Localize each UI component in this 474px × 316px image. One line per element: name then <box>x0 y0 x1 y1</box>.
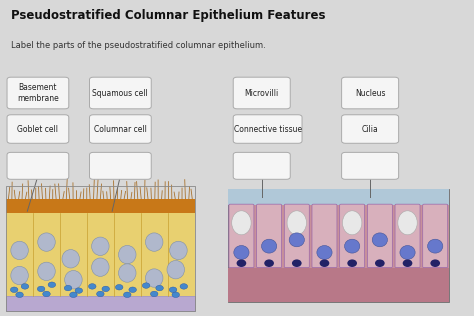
Ellipse shape <box>129 287 137 293</box>
FancyBboxPatch shape <box>284 204 309 268</box>
Ellipse shape <box>38 233 55 251</box>
FancyBboxPatch shape <box>395 204 420 268</box>
Ellipse shape <box>347 259 357 267</box>
Ellipse shape <box>398 211 417 235</box>
Ellipse shape <box>38 262 55 281</box>
Ellipse shape <box>345 239 360 253</box>
Text: Nucleus: Nucleus <box>355 88 385 98</box>
FancyBboxPatch shape <box>340 204 365 268</box>
FancyBboxPatch shape <box>6 213 195 296</box>
Ellipse shape <box>70 292 77 298</box>
Ellipse shape <box>172 292 180 298</box>
FancyBboxPatch shape <box>233 152 290 179</box>
FancyBboxPatch shape <box>367 204 392 268</box>
Ellipse shape <box>262 239 277 253</box>
Ellipse shape <box>237 259 246 267</box>
Ellipse shape <box>146 233 163 251</box>
Text: Cilia: Cilia <box>362 125 379 134</box>
Ellipse shape <box>287 211 307 235</box>
FancyBboxPatch shape <box>342 152 399 179</box>
FancyBboxPatch shape <box>312 204 337 268</box>
FancyBboxPatch shape <box>256 204 282 268</box>
Ellipse shape <box>317 246 332 259</box>
Ellipse shape <box>428 239 443 253</box>
FancyBboxPatch shape <box>7 77 69 109</box>
Ellipse shape <box>430 259 440 267</box>
FancyBboxPatch shape <box>423 204 448 268</box>
Ellipse shape <box>91 237 109 255</box>
Text: Squamous cell: Squamous cell <box>92 88 148 98</box>
Ellipse shape <box>150 291 158 297</box>
Ellipse shape <box>232 211 251 235</box>
Ellipse shape <box>234 246 249 259</box>
Ellipse shape <box>264 259 274 267</box>
Text: Connective tissue: Connective tissue <box>234 125 301 134</box>
Ellipse shape <box>400 246 415 259</box>
Text: Goblet cell: Goblet cell <box>18 125 58 134</box>
Ellipse shape <box>37 286 45 292</box>
Ellipse shape <box>169 287 177 293</box>
Ellipse shape <box>43 291 50 297</box>
FancyBboxPatch shape <box>6 199 195 213</box>
Ellipse shape <box>319 259 329 267</box>
FancyBboxPatch shape <box>7 152 69 179</box>
FancyBboxPatch shape <box>342 115 399 143</box>
Ellipse shape <box>142 283 150 288</box>
Ellipse shape <box>97 291 104 297</box>
Ellipse shape <box>372 233 387 247</box>
Ellipse shape <box>403 259 412 267</box>
Text: Microvilli: Microvilli <box>245 88 279 98</box>
FancyBboxPatch shape <box>90 152 151 179</box>
Ellipse shape <box>102 286 109 292</box>
Ellipse shape <box>10 287 18 293</box>
Text: Pseudostratified Columnar Epithelium Features: Pseudostratified Columnar Epithelium Fea… <box>11 9 325 22</box>
Ellipse shape <box>91 258 109 276</box>
Ellipse shape <box>11 241 28 260</box>
Ellipse shape <box>375 259 385 267</box>
Ellipse shape <box>118 246 136 264</box>
FancyBboxPatch shape <box>228 189 449 205</box>
FancyBboxPatch shape <box>233 77 290 109</box>
Text: Columnar cell: Columnar cell <box>94 125 147 134</box>
Ellipse shape <box>170 241 187 260</box>
Ellipse shape <box>48 282 55 288</box>
FancyBboxPatch shape <box>90 77 151 109</box>
FancyBboxPatch shape <box>233 115 302 143</box>
Text: Basement
membrane: Basement membrane <box>17 83 59 103</box>
Ellipse shape <box>116 284 123 290</box>
Ellipse shape <box>75 288 82 293</box>
FancyBboxPatch shape <box>228 189 449 302</box>
Ellipse shape <box>146 269 163 287</box>
Ellipse shape <box>89 284 96 289</box>
Ellipse shape <box>64 270 82 289</box>
Ellipse shape <box>343 211 362 235</box>
Ellipse shape <box>167 260 184 279</box>
Ellipse shape <box>292 259 301 267</box>
Ellipse shape <box>156 285 164 291</box>
Text: Label the parts of the pseudostratified columnar epithelium.: Label the parts of the pseudostratified … <box>11 40 265 50</box>
FancyBboxPatch shape <box>90 115 151 143</box>
Ellipse shape <box>16 292 23 298</box>
FancyBboxPatch shape <box>229 204 254 268</box>
Ellipse shape <box>21 284 29 289</box>
Ellipse shape <box>11 266 28 285</box>
Ellipse shape <box>124 292 131 298</box>
Ellipse shape <box>118 264 136 282</box>
FancyBboxPatch shape <box>342 77 399 109</box>
FancyBboxPatch shape <box>7 115 69 143</box>
FancyBboxPatch shape <box>228 268 449 302</box>
Ellipse shape <box>180 284 188 289</box>
Ellipse shape <box>62 250 80 268</box>
FancyBboxPatch shape <box>6 296 195 312</box>
Ellipse shape <box>64 285 72 291</box>
Ellipse shape <box>289 233 304 247</box>
